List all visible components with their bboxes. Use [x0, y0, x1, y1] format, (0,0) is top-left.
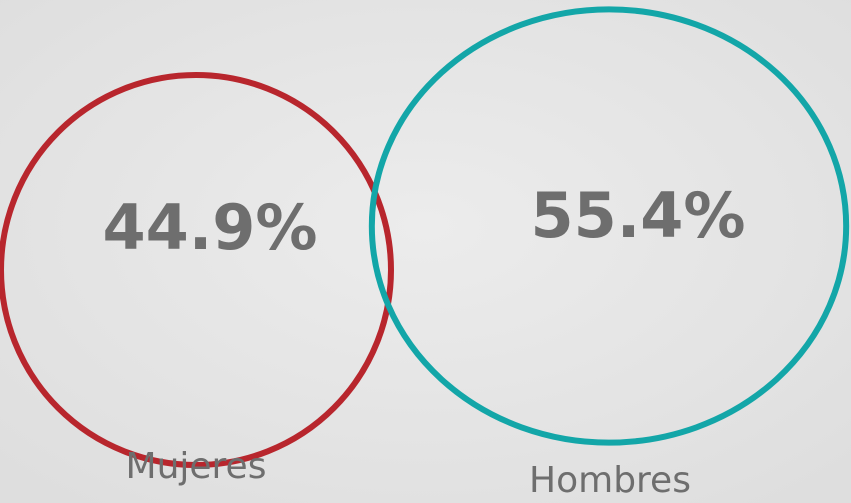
- bubble: [0, 72, 394, 468]
- value-label: 44.9%: [102, 191, 317, 264]
- category-label: Mujeres: [126, 446, 267, 487]
- category-label: Hombres: [529, 460, 691, 501]
- value-label: 55.4%: [530, 179, 745, 252]
- bubble: [368, 6, 850, 446]
